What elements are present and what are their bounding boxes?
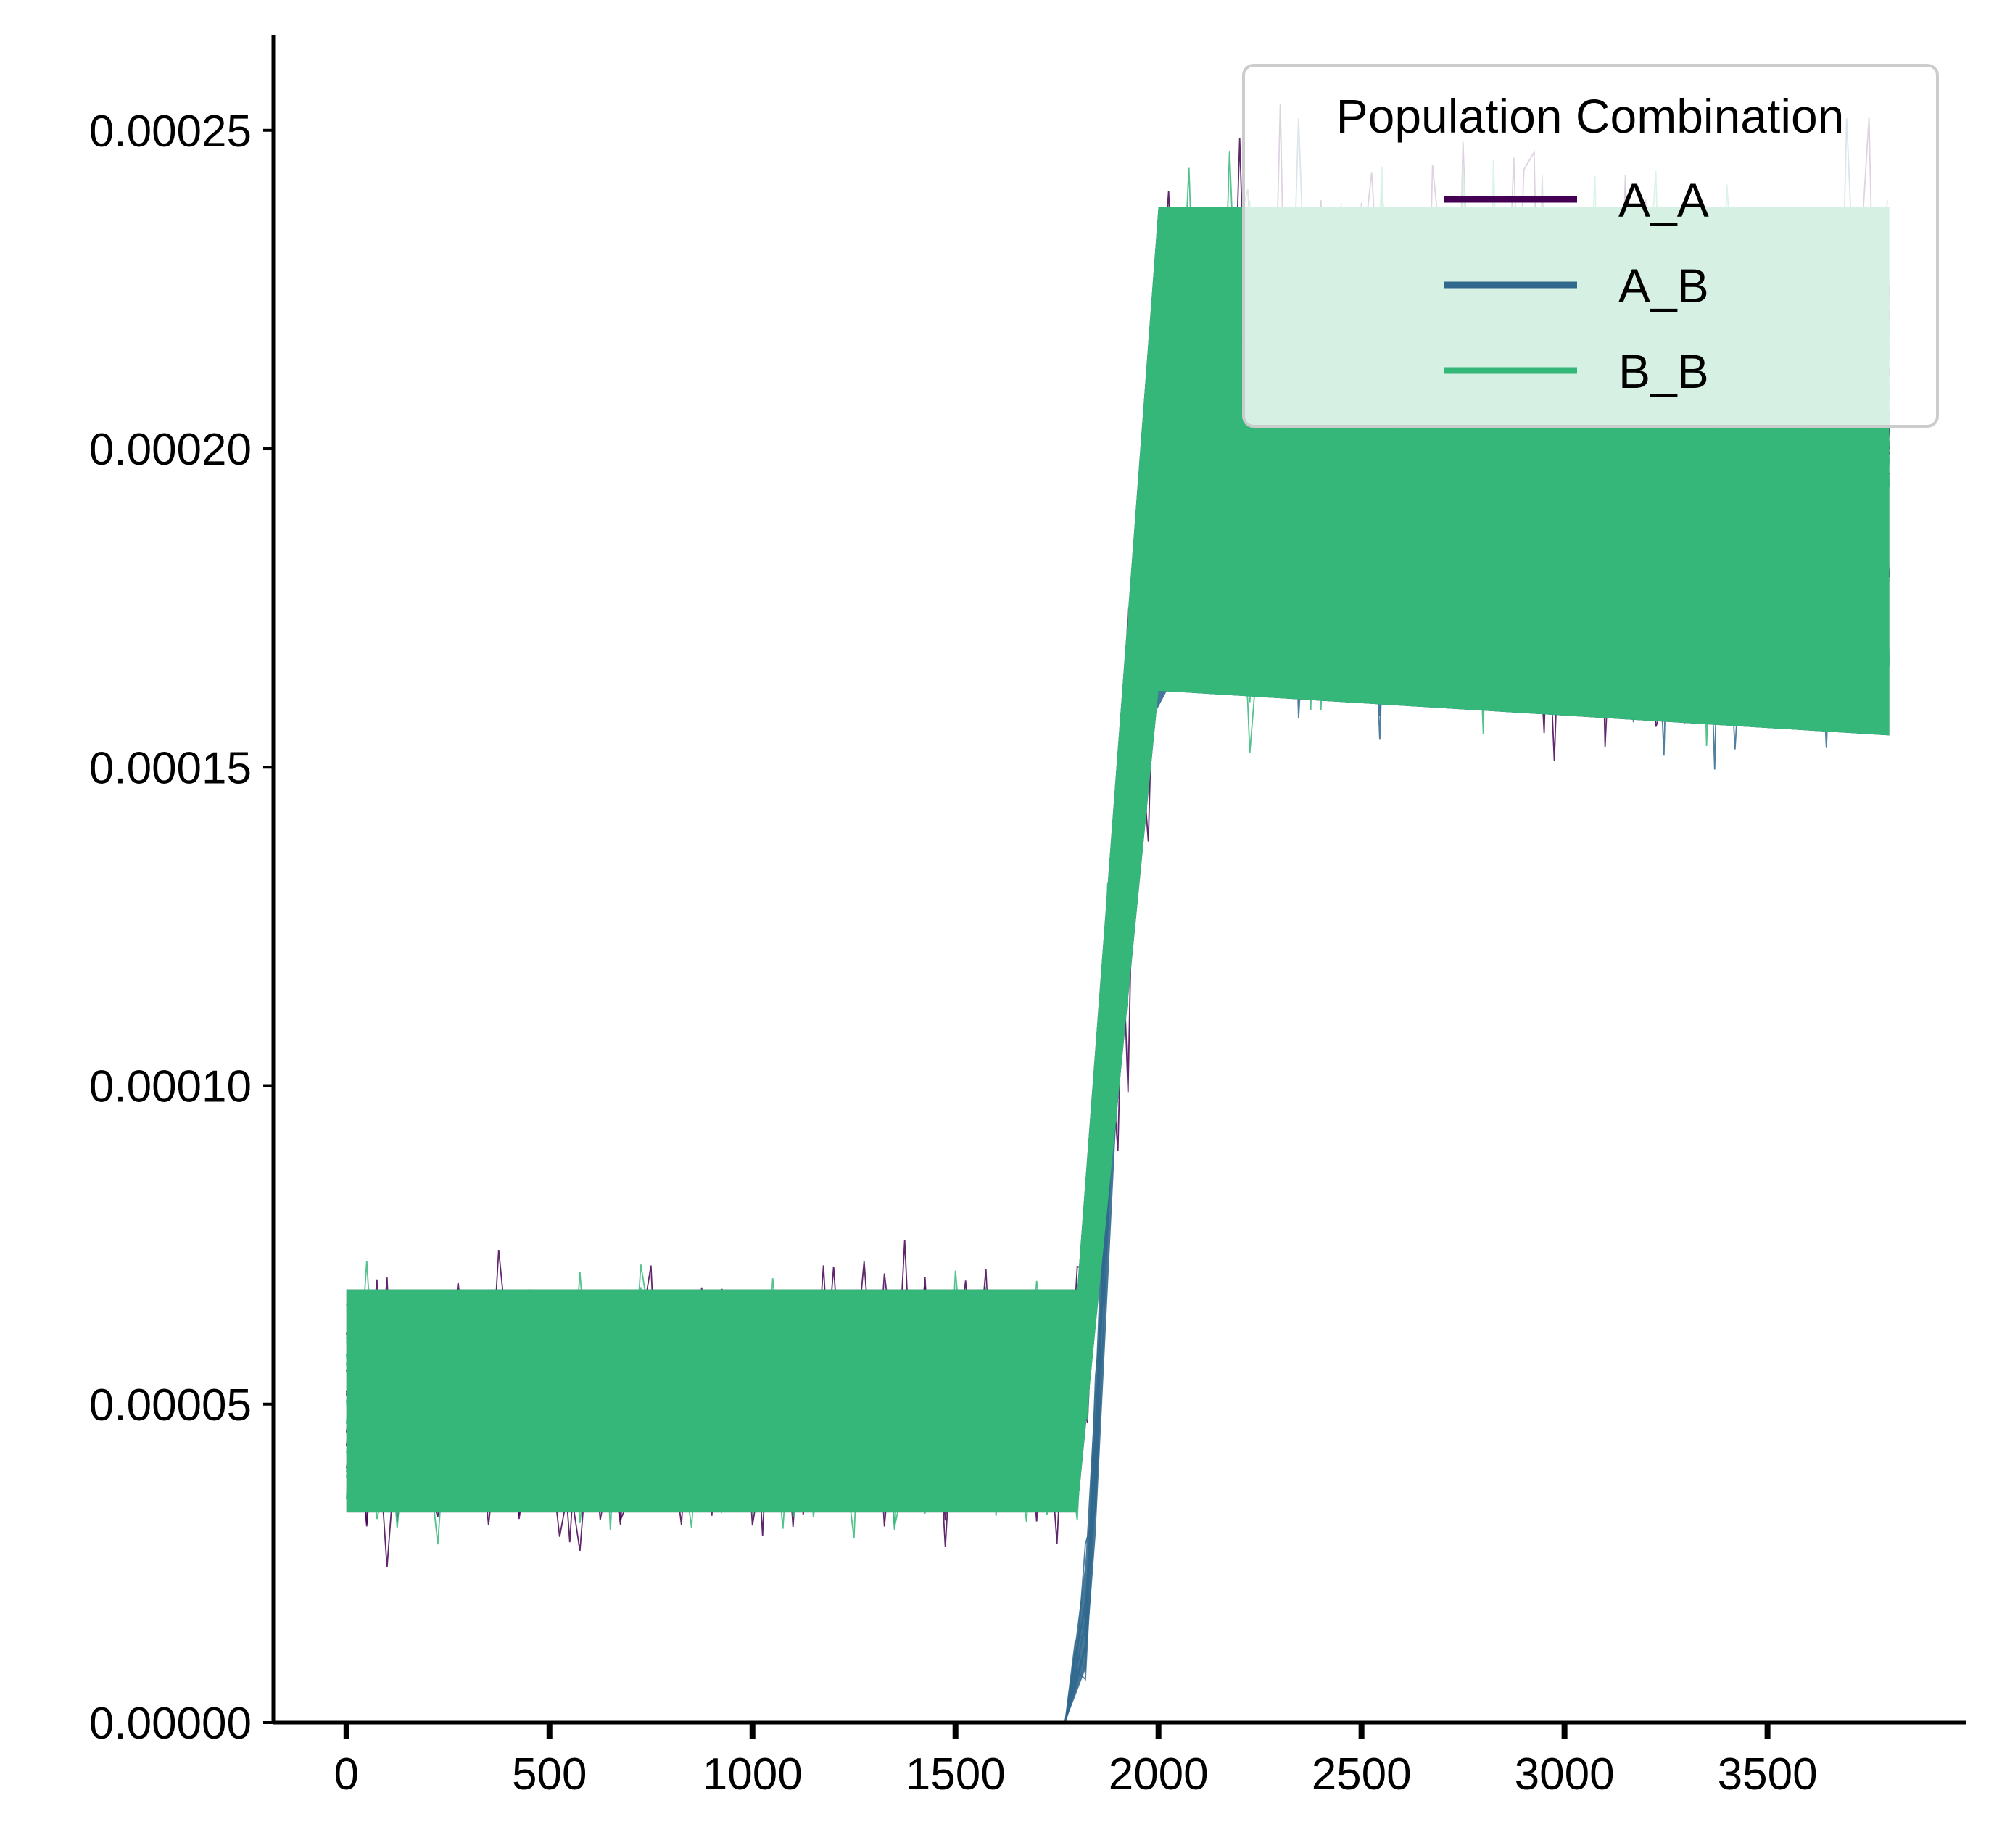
y-tick-label: 0.00005: [89, 1380, 252, 1430]
y-tick-label: 0.00025: [89, 107, 252, 157]
x-ticks: 0 500 1000 1500 2000 2500 3000 3500: [334, 1723, 1818, 1799]
y-ticks: 0.00000 0.00005 0.00010 0.00015 0.00020 0.000…: [89, 107, 273, 1749]
plot-traces: [345, 104, 1890, 1723]
x-tick-label: 0: [334, 1749, 359, 1799]
legend: Population Combination A_A A_B B_B: [1242, 64, 1939, 428]
x-tick-label: 3000: [1515, 1749, 1615, 1799]
legend-title: Population Combination: [1336, 89, 1845, 143]
x-tick-label: 2500: [1312, 1749, 1412, 1799]
legend-box: [1242, 64, 1939, 428]
y-tick-label: 0.00020: [89, 425, 252, 475]
x-tick-label: 1500: [906, 1749, 1006, 1799]
x-tick-label: 3500: [1718, 1749, 1818, 1799]
y-tick-label: 0.00010: [89, 1062, 252, 1112]
y-tick-label: 0.00000: [89, 1699, 252, 1749]
x-tick-label: 1000: [703, 1749, 803, 1799]
y-tick-label: 0.00015: [89, 743, 252, 793]
x-tick-label: 500: [512, 1749, 587, 1799]
legend-label: A_A: [1618, 173, 1709, 227]
legend-entries: A_A A_B B_B: [1444, 173, 1709, 398]
x-tick-label: 2000: [1109, 1749, 1209, 1799]
legend-label: B_B: [1618, 344, 1709, 398]
axes: 0 500 1000 1500 2000 2500 3000 3500 0.000000.00…: [89, 35, 1966, 1799]
legend-label: A_B: [1618, 259, 1709, 312]
